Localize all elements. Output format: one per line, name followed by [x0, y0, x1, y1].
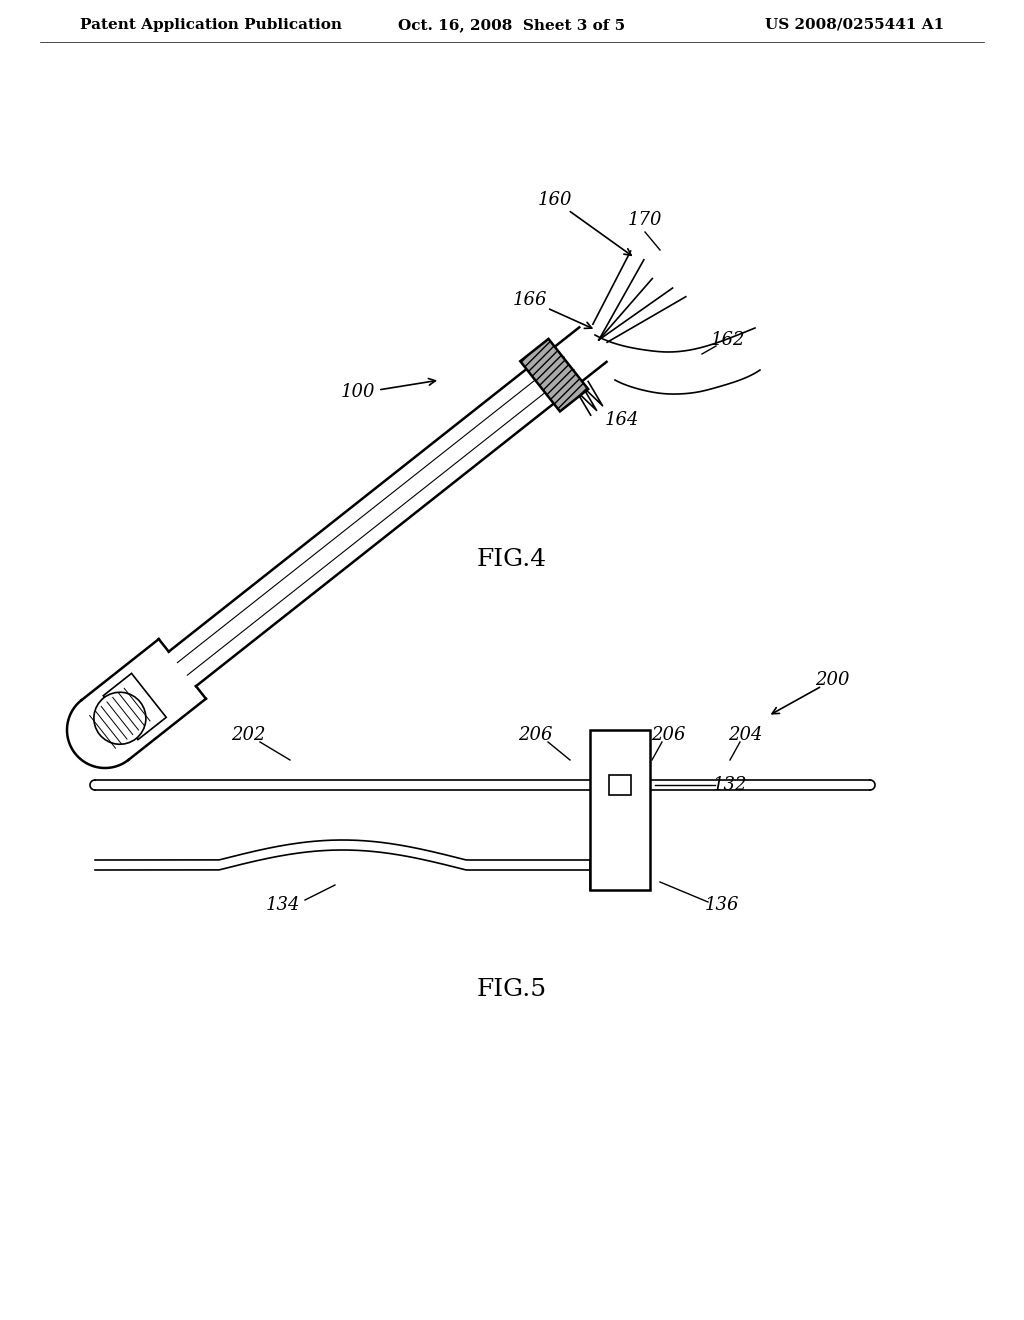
- Text: 200: 200: [815, 671, 849, 689]
- Text: 204: 204: [728, 726, 762, 744]
- Text: 100: 100: [341, 383, 375, 401]
- Bar: [609, 775, 631, 795]
- Text: 170: 170: [628, 211, 663, 228]
- Text: US 2008/0255441 A1: US 2008/0255441 A1: [765, 18, 944, 32]
- Text: FIG.4: FIG.4: [477, 549, 547, 572]
- Text: FIG.5: FIG.5: [477, 978, 547, 1002]
- Text: 162: 162: [711, 331, 745, 348]
- Polygon shape: [103, 673, 166, 739]
- Text: 206: 206: [518, 726, 552, 744]
- Polygon shape: [520, 339, 588, 412]
- Text: 206: 206: [650, 726, 685, 744]
- Text: 202: 202: [230, 726, 265, 744]
- Ellipse shape: [94, 692, 145, 744]
- Text: Patent Application Publication: Patent Application Publication: [80, 18, 342, 32]
- Text: 136: 136: [705, 896, 739, 913]
- Text: 132: 132: [713, 776, 748, 795]
- Text: 166: 166: [513, 290, 547, 309]
- Bar: [590, 730, 650, 890]
- Text: 164: 164: [605, 411, 639, 429]
- Text: 134: 134: [266, 896, 300, 913]
- Text: Oct. 16, 2008  Sheet 3 of 5: Oct. 16, 2008 Sheet 3 of 5: [398, 18, 626, 32]
- Text: 160: 160: [538, 191, 572, 209]
